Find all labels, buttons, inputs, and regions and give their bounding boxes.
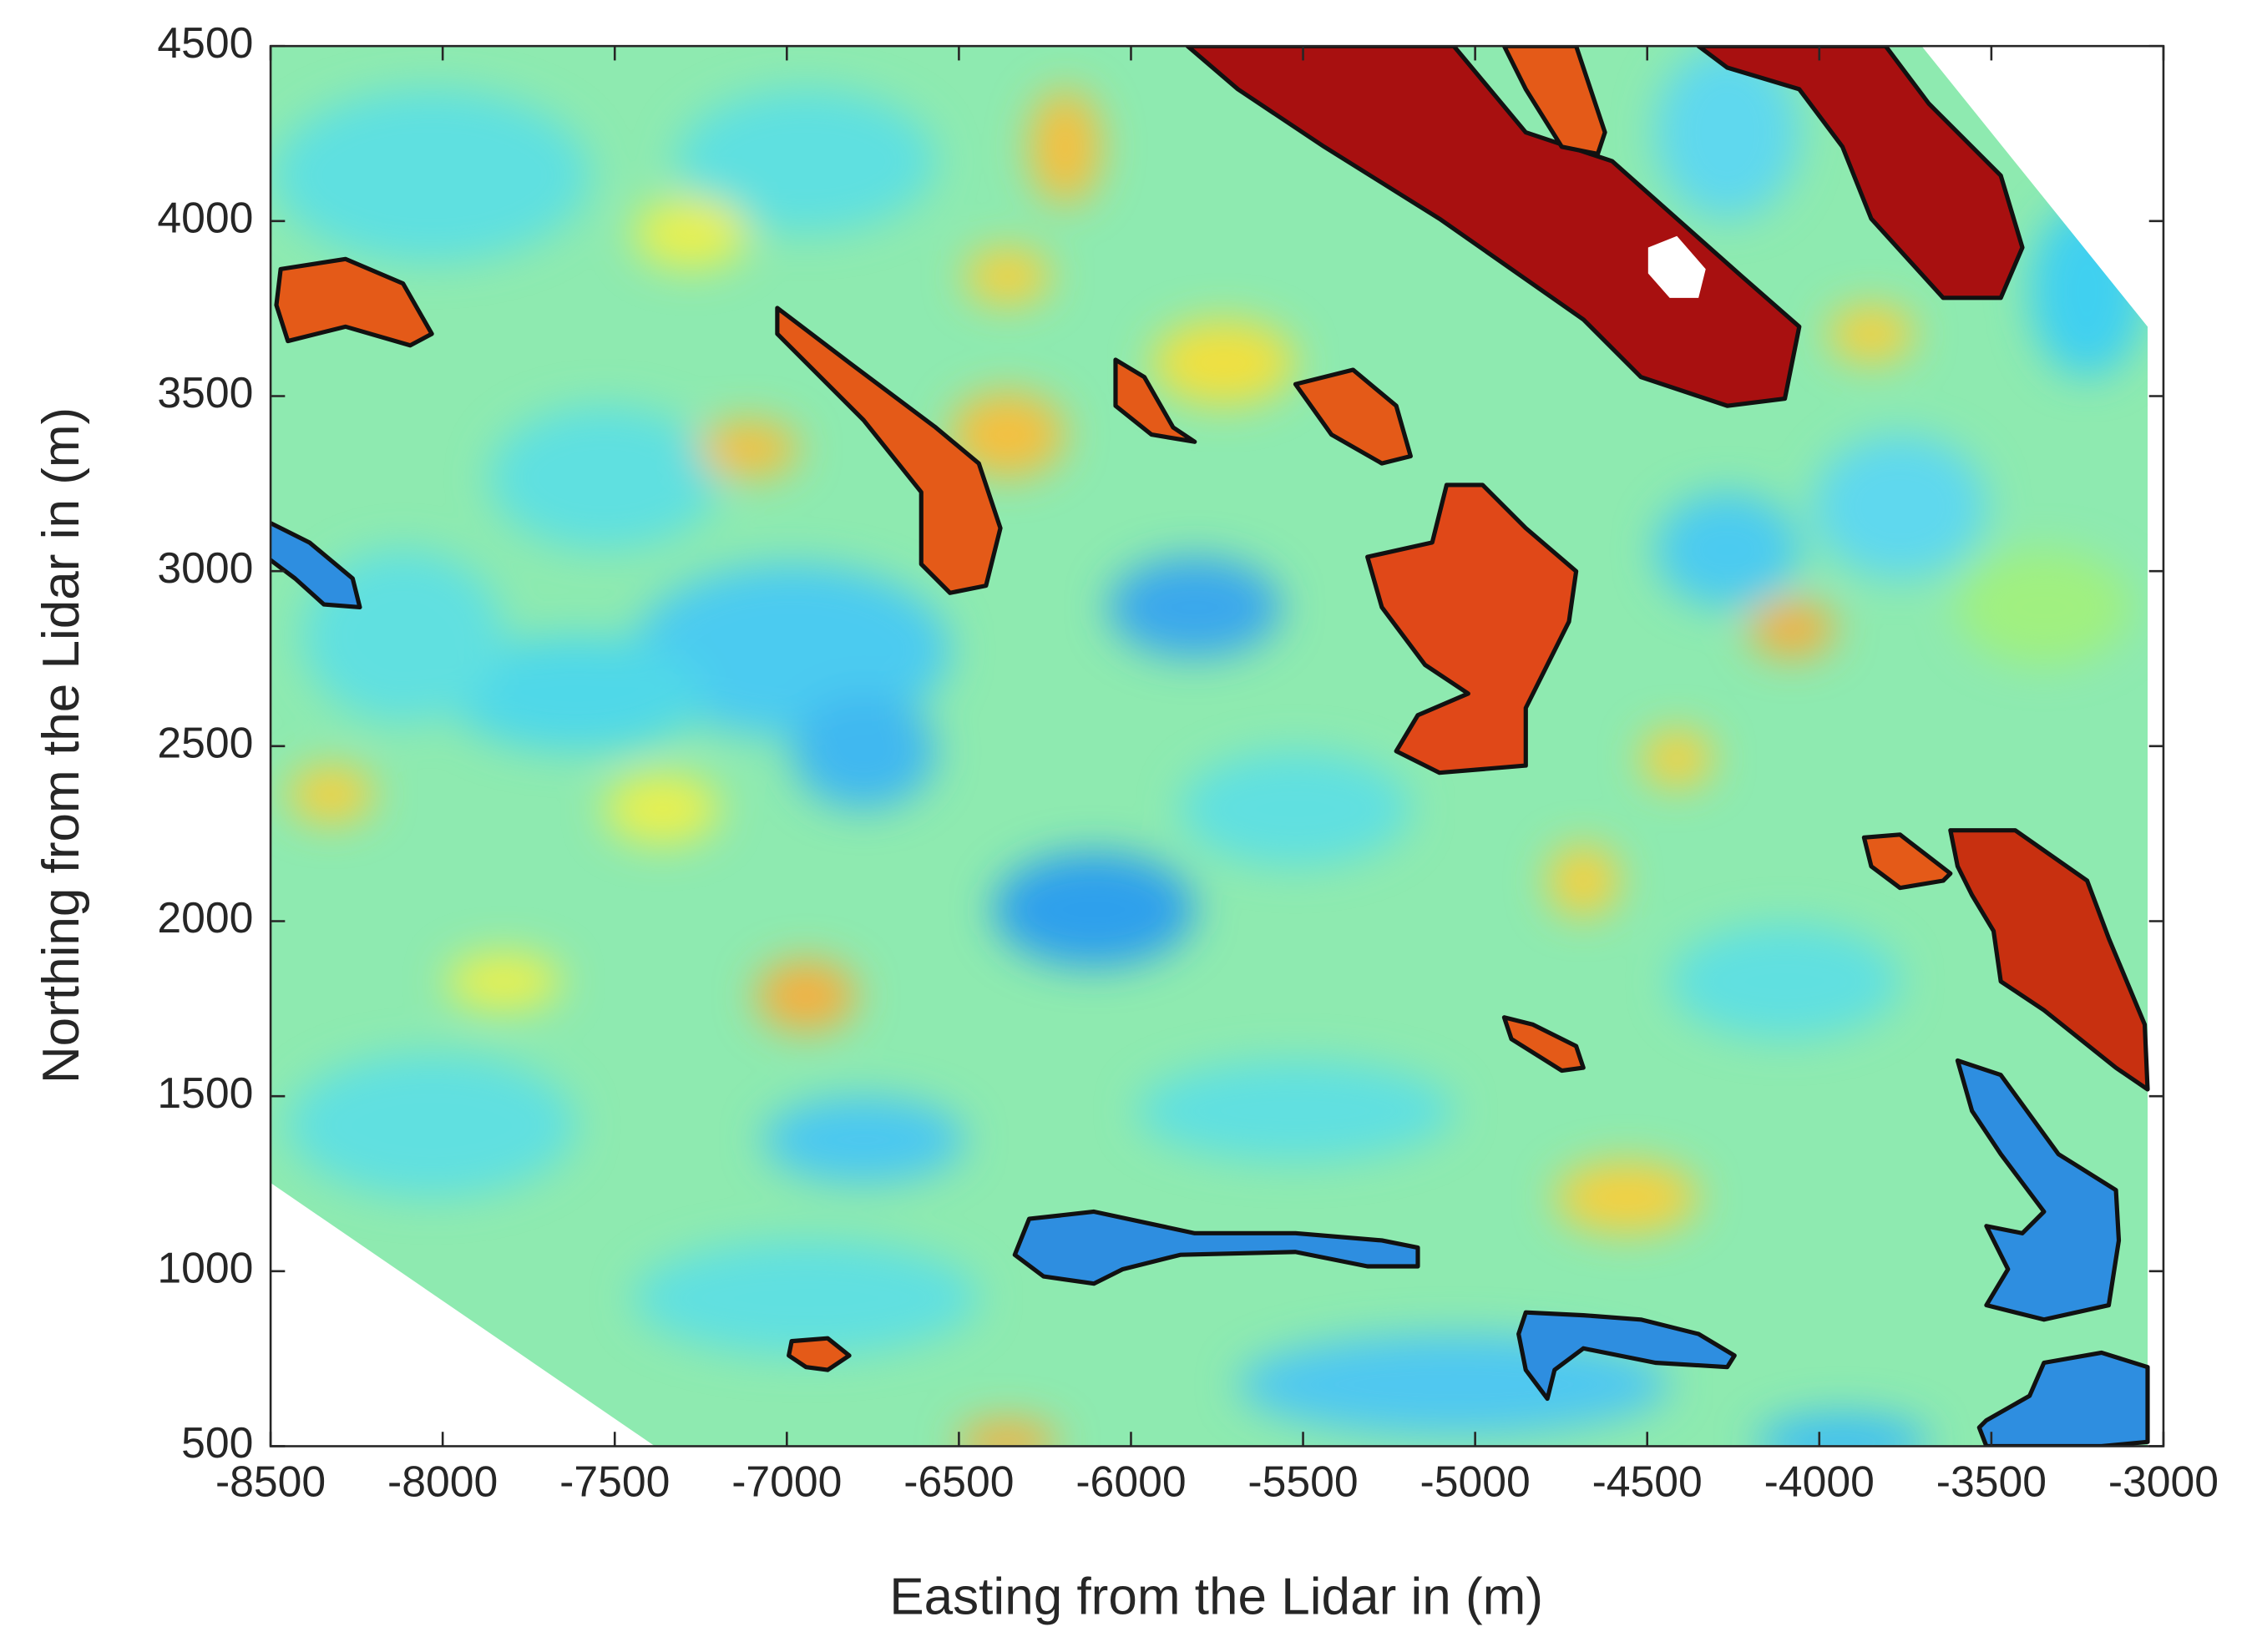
no-data (1921, 46, 2163, 1447)
field-shading (273, 46, 2145, 1447)
y-tick-label: 2500 (157, 718, 253, 766)
contours (271, 46, 2150, 1447)
x-tick-label: -4500 (1592, 1457, 1703, 1506)
y-tick-label: 4000 (157, 193, 253, 241)
x-tick-label: -6500 (903, 1457, 1014, 1506)
y-tick-label: 3000 (157, 543, 253, 592)
y-tick-label: 1500 (157, 1068, 253, 1117)
y-tick-label: 2000 (157, 893, 253, 942)
y-axis-label: Northing from the Lidar in (m) (33, 407, 90, 1084)
x-tick-label: -8000 (387, 1457, 498, 1506)
x-tick-label: -5500 (1247, 1457, 1358, 1506)
x-tick-label: -3000 (2108, 1457, 2219, 1506)
x-tick-label: -8500 (215, 1457, 326, 1506)
x-tick-label: -7500 (559, 1457, 670, 1506)
x-tick-label: -5000 (1420, 1457, 1531, 1506)
x-tick-label: -3500 (1936, 1457, 2047, 1506)
y-tick-label: 500 (181, 1418, 253, 1467)
x-tick-label: -6000 (1075, 1457, 1186, 1506)
y-tick-label: 3500 (157, 368, 253, 417)
y-tick-label: 4500 (157, 18, 253, 67)
field (271, 46, 2163, 1447)
x-tick-label: -7000 (731, 1457, 842, 1506)
x-tick-label: -4000 (1764, 1457, 1875, 1506)
x-axis-label: Easting from the Lidar in (m) (889, 1568, 1543, 1625)
y-tick-label: 1000 (157, 1243, 253, 1291)
